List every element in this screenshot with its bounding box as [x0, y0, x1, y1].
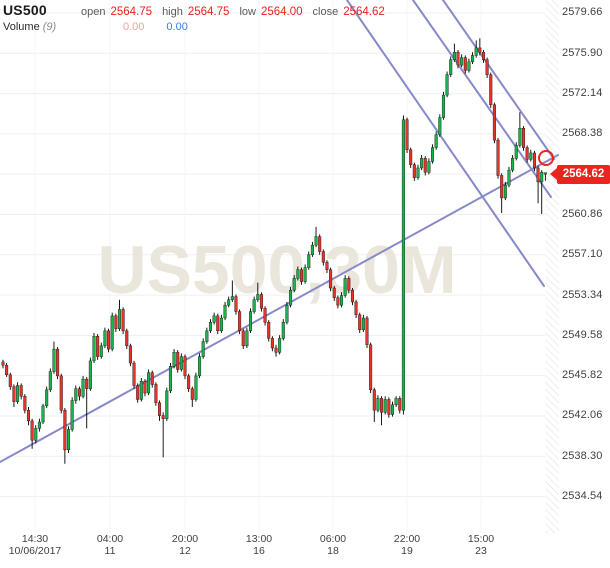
price-tick-label: 2538.30: [562, 449, 603, 462]
low-value: 2564.00: [260, 6, 303, 18]
price-tick-label: 2572.14: [562, 87, 603, 100]
low-label: low: [239, 6, 256, 18]
time-tick-label: 22:00 19: [393, 533, 421, 557]
price-axis: 2579.66 2575.90 2572.14 2568.38 2560.86 2557.…: [562, 0, 610, 533]
price-tick-label: 2557.10: [562, 248, 603, 261]
future-area-hatch: [545, 0, 559, 533]
time-axis: 14:30 10/06/2017 04:00 11 20:00 12 13:00 16 06:0…: [0, 533, 610, 564]
high-label: high: [162, 6, 183, 18]
price-tick-label: 2545.82: [562, 369, 603, 382]
volume-value-2: 0.00: [166, 21, 188, 33]
descending-line-2[interactable]: [412, 0, 552, 198]
signal-circle-marker[interactable]: [538, 150, 554, 166]
price-tick-label: 2579.66: [562, 6, 603, 19]
open-value: 2564.75: [110, 6, 153, 18]
price-tick-label: 2575.90: [562, 46, 603, 59]
rising-support[interactable]: [0, 154, 559, 463]
close-value: 2564.62: [343, 6, 385, 18]
price-tick-label: 2534.54: [562, 490, 603, 503]
time-tick-label: 06:00 18: [319, 533, 347, 557]
current-price-tag: 2564.62: [550, 164, 610, 184]
close-label: close: [312, 6, 339, 18]
chart-header: US500 open 2564.75 high 2564.75 low 2564…: [3, 2, 395, 38]
time-tick-label: 04:00 11: [96, 533, 124, 557]
price-tick-label: 2542.06: [562, 409, 603, 422]
symbol-title: US500: [3, 2, 47, 18]
price-tick-label: 2549.58: [562, 328, 603, 341]
descending-line-1[interactable]: [346, 0, 545, 287]
open-label: open: [81, 6, 106, 18]
volume-indicator-label: Volume (9): [3, 21, 57, 33]
price-tick-label: 2553.34: [562, 288, 603, 301]
time-tick-label: 15:00 23: [467, 533, 495, 557]
price-tick-label: 2568.38: [562, 127, 603, 140]
high-value: 2564.75: [187, 6, 230, 18]
price-tick-label: 2560.86: [562, 207, 603, 220]
grid-lines: [0, 12, 559, 498]
volume-value-1: 0.00: [123, 21, 145, 33]
trendlines-group[interactable]: [0, 0, 559, 463]
volume-period: (9): [42, 21, 57, 33]
time-tick-label: 13:00 16: [245, 533, 273, 557]
descending-line-3[interactable]: [442, 0, 555, 160]
candlestick-series: [1, 38, 547, 464]
time-tick-label: 20:00 12: [171, 533, 199, 557]
time-tick-label: 14:30 10/06/2017: [8, 533, 62, 557]
